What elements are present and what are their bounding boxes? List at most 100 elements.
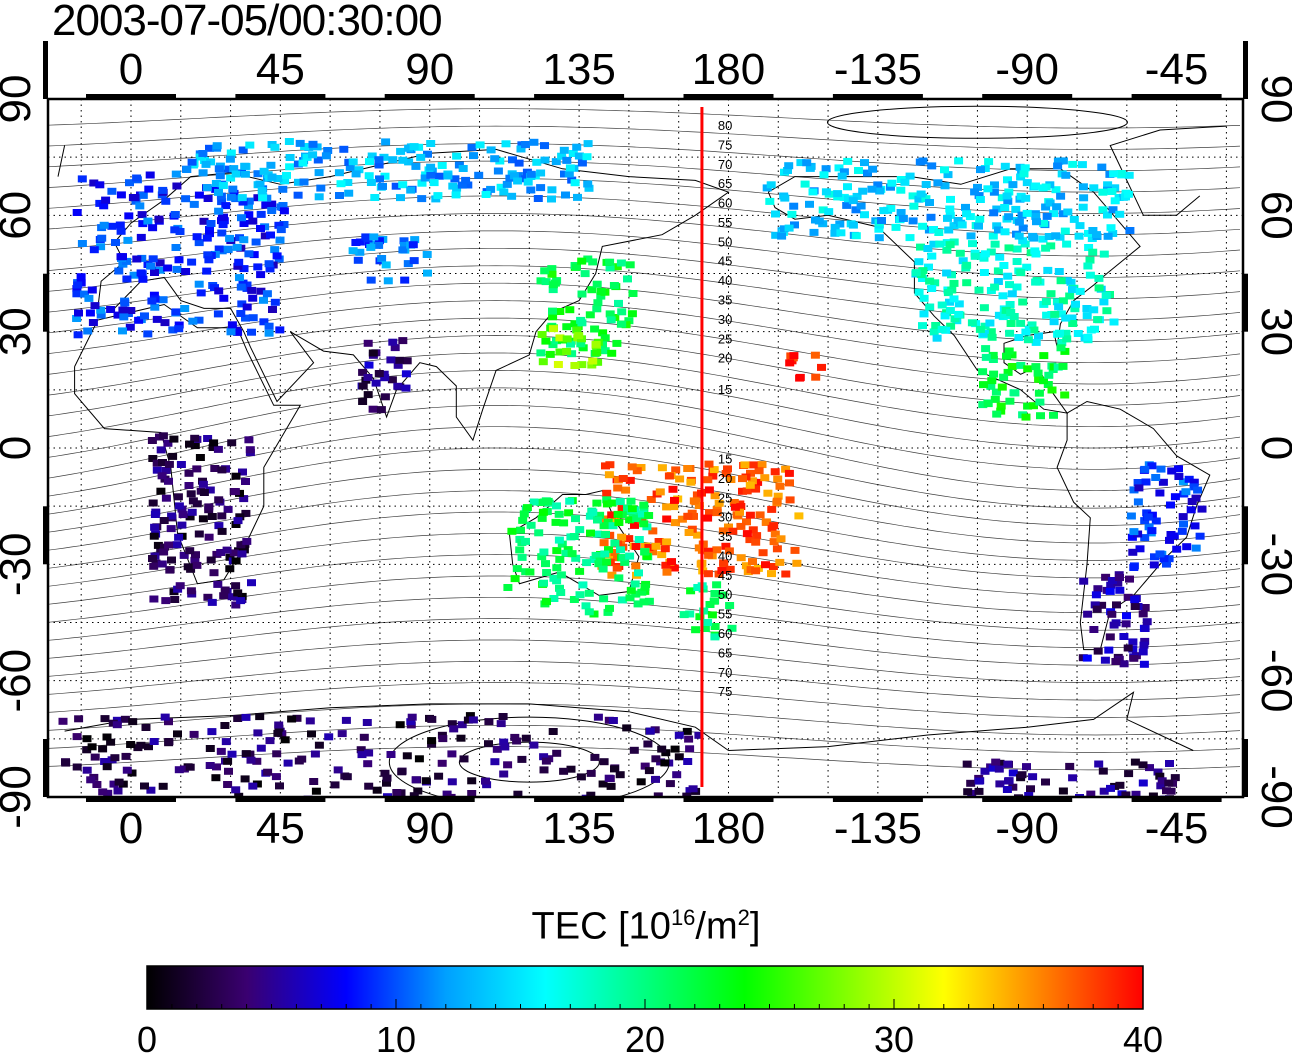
tec-pixel-europe: [72, 290, 82, 298]
tec-pixel-africa: [186, 490, 196, 498]
tec-pixel-canada-north: [1053, 162, 1063, 170]
tec-pixel-pacific-islands: [648, 548, 658, 556]
tec-pixel-arctic-eurasia: [496, 183, 506, 191]
tec-pixel-australia: [563, 546, 573, 554]
tec-pixel-east-asia: [548, 286, 558, 294]
tec-pixel-europe: [171, 308, 181, 316]
tec-pixel-brazil: [1162, 560, 1171, 568]
mag-lat-label: 40: [718, 549, 732, 564]
bottom-tick-label: -90: [995, 804, 1059, 853]
tec-pixel-pacific-islands: [599, 539, 609, 547]
tec-pixel-arctic-eurasia: [452, 152, 462, 160]
tec-pixel-antarctica: [380, 769, 390, 777]
tec-pixel-canada-north: [943, 214, 952, 222]
tec-pixel-canada-north: [818, 206, 828, 214]
tec-pixel-canada-north: [1052, 203, 1062, 211]
tec-pixel-europe: [171, 170, 181, 178]
tec-pixel-south-america-south: [1079, 577, 1089, 585]
tec-pixel-antarctica: [112, 721, 122, 729]
tec-pixel-south-america-south: [1090, 601, 1100, 609]
tec-pixel-arctic-eurasia: [366, 179, 376, 186]
tec-pixel-australia: [595, 557, 605, 565]
tec-pixel-central-america: [1033, 369, 1043, 377]
tec-pixel-antarctica: [636, 778, 646, 786]
tec-pixel-africa: [213, 580, 223, 588]
tec-pixel-canada-north: [997, 194, 1007, 202]
mag-contour: [48, 125, 1241, 150]
tec-pixel-europe: [256, 271, 266, 279]
tec-pixel-antarctica-west: [1003, 760, 1013, 768]
tec-pixel-africa: [190, 556, 200, 564]
tec-pixel-antarctica: [248, 782, 258, 790]
tec-pixel-north-america: [1075, 287, 1085, 295]
tec-pixel-arctic-eurasia: [388, 156, 398, 164]
tec-pixel-australia: [567, 550, 577, 558]
tec-pixel-africa: [235, 513, 245, 521]
tec-pixel-canada-north: [821, 165, 831, 173]
tec-pixel-south-america-south: [1139, 641, 1149, 649]
tec-pixel-pacific-islands: [729, 499, 739, 506]
tec-pixel-europe: [135, 202, 145, 210]
tec-pixel-north-america: [1088, 248, 1098, 256]
tec-pixel-central-asia: [381, 261, 391, 269]
tec-pixel-arctic-eurasia: [570, 179, 580, 187]
right-tick-label: -60: [1252, 649, 1292, 713]
tec-pixel-pacific-islands: [745, 536, 755, 544]
tec-pixel-pacific-islands: [675, 475, 685, 483]
tec-pixel-north-america: [1000, 311, 1010, 319]
tec-pixel-pacific-islands: [662, 568, 672, 576]
tec-pixel-central-asia: [363, 235, 373, 243]
tec-pixel-canada-north: [943, 171, 953, 179]
tec-pixel-pacific-islands: [725, 565, 735, 573]
tec-pixel-east-asia: [572, 263, 581, 271]
tec-pixel-canada-north: [990, 181, 999, 189]
tec-pixel-antarctica: [273, 729, 283, 737]
tec-pixel-africa: [148, 555, 157, 562]
tec-pixel-antarctica-west: [1008, 769, 1018, 777]
bottom-tick-bar: [384, 797, 475, 802]
tec-pixel-antarctica-west: [1106, 784, 1115, 792]
tec-pixel-europe: [238, 279, 248, 287]
tec-pixel-east-asia: [585, 311, 595, 319]
tec-pixel-north-america: [918, 267, 928, 275]
tec-pixel-north-america: [1054, 303, 1064, 311]
tec-pixel-india: [376, 406, 386, 414]
tec-pixel-antarctica: [598, 780, 608, 788]
tec-pixel-canada-north: [1097, 163, 1107, 171]
tec-pixel-europe: [223, 245, 233, 253]
tec-pixel-north-america: [1046, 242, 1056, 250]
tec-pixel-antarctica: [82, 746, 92, 754]
tec-pixel-antarctica: [122, 766, 132, 774]
tec-pixel-pacific-islands: [776, 535, 786, 543]
tec-pixel-africa: [148, 455, 158, 462]
tec-pixel-europe: [253, 263, 263, 271]
tec-pixel-antarctica-west: [1170, 774, 1180, 782]
tec-pixel-europe: [217, 229, 227, 237]
tec-pixel-north-america: [962, 261, 972, 269]
tec-pixel-antarctica: [457, 721, 467, 729]
tec-pixel-pacific-islands: [738, 475, 747, 483]
tec-pixel-europe: [204, 256, 214, 264]
tec-pixel-europe: [248, 217, 258, 225]
tec-pixel-central-america: [1034, 375, 1044, 383]
mag-lat-label: 50: [718, 234, 732, 249]
tec-pixel-europe: [95, 181, 105, 189]
tec-pixel-antarctica: [110, 754, 120, 762]
tec-pixel-central-america: [1056, 344, 1066, 352]
tec-pixel-north-america: [1082, 305, 1092, 312]
tec-pixel-antarctica: [615, 771, 625, 779]
tec-pixel-europe: [73, 331, 83, 339]
tec-pixel-east-asia: [536, 277, 546, 285]
tec-pixel-europe: [242, 303, 252, 311]
tec-pixel-arctic-eurasia: [214, 165, 224, 173]
tec-pixel-hawaii: [811, 373, 821, 381]
tec-pixel-central-america: [1010, 389, 1020, 397]
tec-pixel-arctic-eurasia: [375, 175, 384, 183]
top-tick-label: -90: [995, 45, 1059, 94]
tec-pixel-north-america: [1046, 290, 1056, 298]
bottom-tick-label: -45: [1145, 804, 1209, 853]
tec-pixel-pacific-islands: [601, 462, 610, 470]
tec-pixel-antarctica: [650, 726, 660, 734]
tec-pixel-arctic-eurasia: [486, 185, 496, 193]
tec-pixel-north-america: [919, 310, 929, 318]
